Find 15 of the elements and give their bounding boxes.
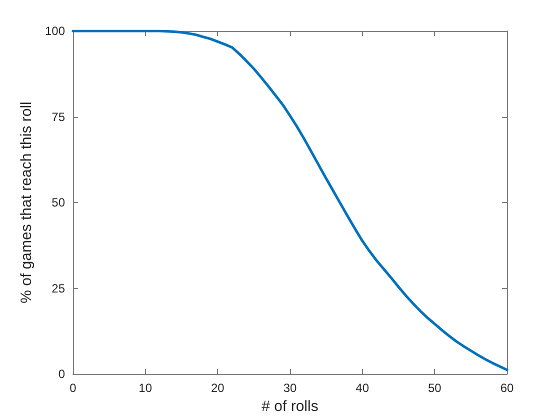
line-series [72, 30, 508, 372]
x-tick-label: 0 [70, 381, 77, 395]
y-tick-label: 75 [52, 110, 66, 124]
x-tick-label: 50 [428, 381, 442, 395]
x-tick-label: 40 [356, 381, 370, 395]
y-tick-label: 0 [58, 367, 66, 381]
x-tick-label: 60 [500, 381, 514, 395]
y-tick-label: 50 [52, 196, 66, 210]
x-tick-label: 30 [283, 381, 297, 395]
y-tick-label: 25 [52, 281, 66, 296]
x-axis-title: # of rolls [262, 398, 318, 415]
y-axis-title: % of games that reach this roll [18, 102, 36, 304]
x-tick-label: 20 [210, 381, 225, 395]
x-tick-label: 10 [138, 381, 152, 395]
y-tick-label: 100 [44, 24, 66, 38]
